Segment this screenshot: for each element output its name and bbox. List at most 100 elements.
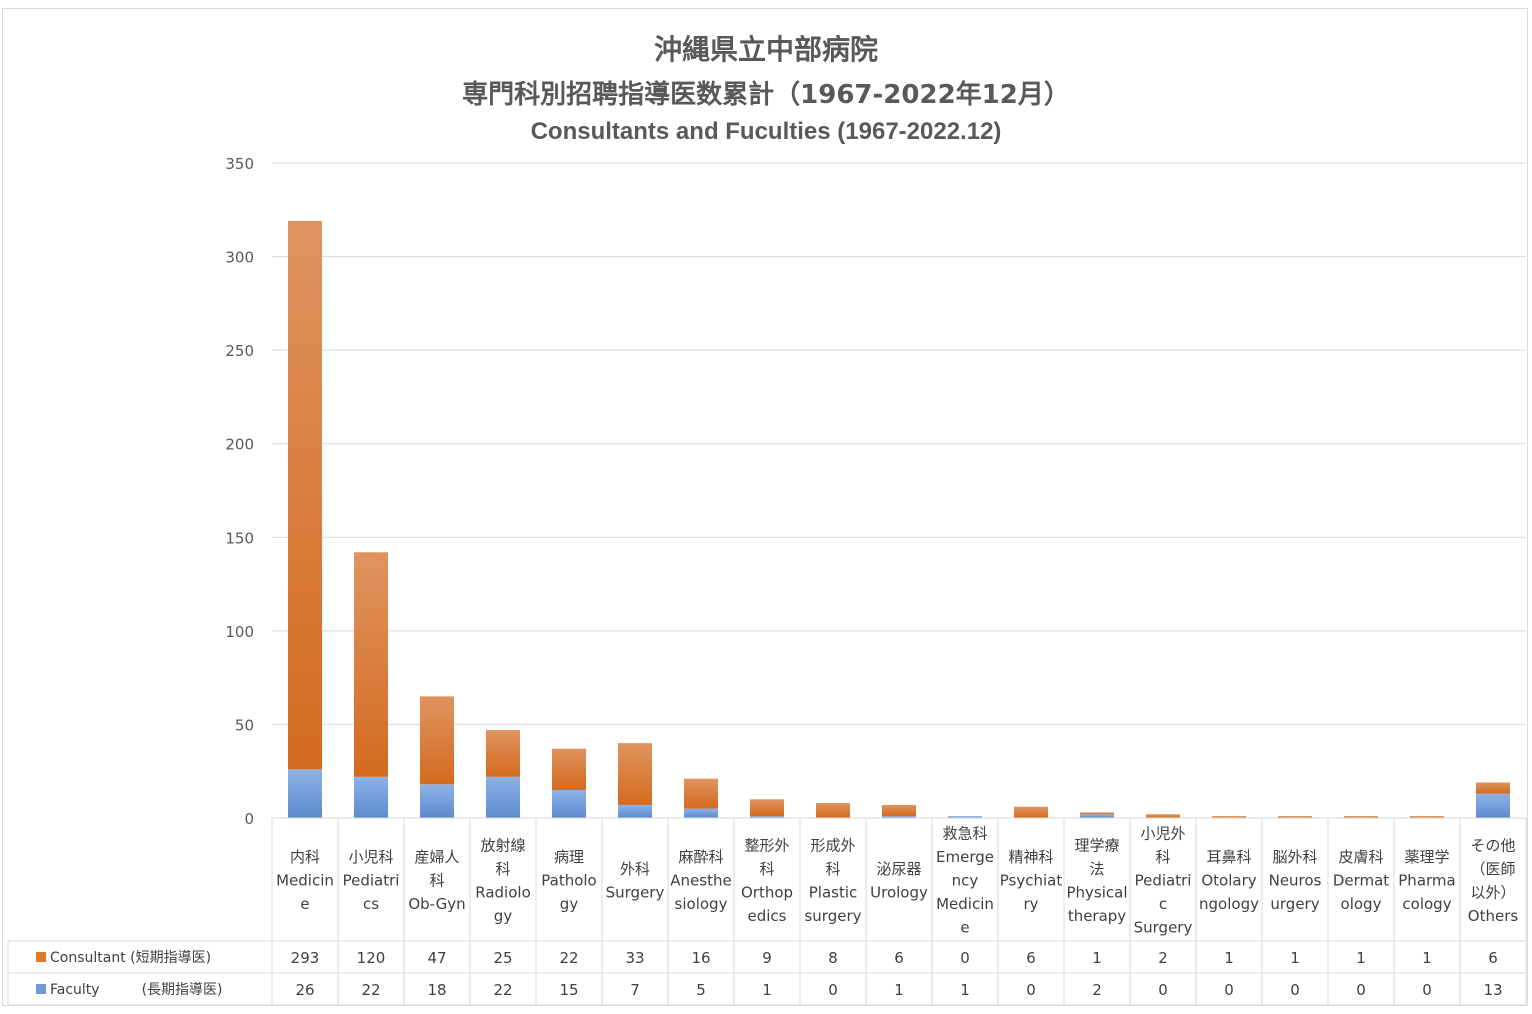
category-label: gy [560, 895, 579, 913]
table-value-consultant: 1 [1224, 949, 1234, 967]
y-tick-label: 50 [235, 716, 254, 734]
category-label: gy [494, 907, 513, 925]
category-label: Orthop [741, 883, 793, 901]
bar-faculty [750, 816, 784, 818]
table-value-consultant: 293 [291, 949, 320, 967]
bar-consultant [1014, 806, 1048, 818]
table-value-faculty: 22 [493, 981, 512, 999]
category-label: Radiolo [475, 883, 531, 901]
category-label: Surgery [606, 883, 665, 901]
category-label: ology [1341, 895, 1382, 913]
category-label: ncy [952, 872, 979, 890]
bar-consultant [354, 552, 388, 777]
bar-faculty [1476, 793, 1510, 818]
bar-faculty [288, 769, 322, 818]
category-label: e [960, 919, 969, 937]
category-label: Psychiat [1000, 872, 1063, 890]
category-label: Medicin [936, 895, 994, 913]
category-label: 整形外 [744, 836, 789, 854]
category-label: 科 [1155, 848, 1170, 866]
bar-consultant [486, 730, 520, 777]
category-label: Pediatri [343, 872, 400, 890]
category-label: siology [675, 895, 728, 913]
category-label: 産婦人 [414, 848, 459, 866]
bar-consultant [552, 748, 586, 790]
category-label: Anesthe [670, 872, 731, 890]
category-label: 精神科 [1008, 848, 1053, 866]
table-value-faculty: 0 [1158, 981, 1168, 999]
category-label: ry [1023, 895, 1038, 913]
category-label: Emerge [936, 848, 994, 866]
category-label: Dermat [1333, 872, 1389, 890]
category-label: Pediatri [1135, 872, 1192, 890]
category-label: c [1159, 895, 1167, 913]
table-value-consultant: 6 [1026, 949, 1036, 967]
table-value-faculty: 15 [559, 981, 578, 999]
category-label: 病理 [554, 848, 584, 866]
table-value-consultant: 33 [625, 949, 644, 967]
category-label: Others [1468, 907, 1519, 925]
category-label: 科 [825, 860, 840, 878]
table-value-consultant: 22 [559, 949, 578, 967]
table-value-consultant: 9 [762, 949, 772, 967]
bar-faculty [486, 776, 520, 818]
chart-title-line-2: 専門科別招聘指導医数累計（1967-2022年12月） [462, 80, 1070, 110]
category-label: Otolary [1201, 872, 1256, 890]
category-label: 内科 [290, 848, 320, 866]
category-label: ngology [1199, 895, 1259, 913]
table-value-consultant: 1 [1092, 949, 1102, 967]
bar-faculty [882, 816, 916, 818]
y-tick-label: 250 [225, 342, 254, 360]
category-label: 法 [1089, 860, 1104, 878]
category-label: 救急科 [942, 825, 987, 843]
category-label: Plastic [809, 883, 858, 901]
bar-faculty [618, 804, 652, 818]
table-value-faculty: 0 [1224, 981, 1234, 999]
bar-faculty [420, 784, 454, 818]
table-value-faculty: 2 [1092, 981, 1102, 999]
bar-consultant [684, 778, 718, 809]
category-label: 外科 [620, 860, 650, 878]
table-value-consultant: 8 [828, 949, 838, 967]
table-value-faculty: 1 [894, 981, 904, 999]
table-value-consultant: 0 [960, 949, 970, 967]
bar-consultant [1344, 816, 1378, 818]
category-label: 放射線 [480, 836, 525, 854]
y-tick-label: 100 [225, 623, 254, 641]
category-label: その他 [1470, 836, 1515, 854]
table-value-consultant: 6 [1488, 949, 1498, 967]
table-value-faculty: 1 [762, 981, 772, 999]
category-label: cology [1402, 895, 1451, 913]
table-value-faculty: 18 [427, 981, 446, 999]
category-label: Neuros [1269, 872, 1322, 890]
y-tick-label: 0 [244, 810, 254, 828]
table-value-consultant: 6 [894, 949, 904, 967]
table-value-consultant: 16 [691, 949, 710, 967]
bar-consultant [882, 804, 916, 817]
legend-swatch-faculty [36, 984, 46, 994]
category-label: 以外） [1470, 883, 1515, 901]
category-label: 小児外 [1140, 825, 1185, 843]
category-label: 耳鼻科 [1206, 848, 1251, 866]
bar-consultant [618, 743, 652, 805]
bar-consultant [288, 221, 322, 770]
category-label: e [300, 895, 309, 913]
bar-consultant [1212, 816, 1246, 818]
category-label: Physical [1066, 883, 1127, 901]
bar-faculty [684, 808, 718, 818]
category-label: surgery [804, 907, 861, 925]
category-label: 小児科 [348, 848, 393, 866]
chart-title-line-1: 沖縄県立中部病院 [653, 33, 878, 66]
category-label: Pharma [1398, 872, 1455, 890]
bar-faculty [354, 776, 388, 818]
category-label: 形成外 [810, 836, 855, 854]
category-label: Ob-Gyn [408, 895, 465, 913]
y-tick-label: 150 [225, 529, 254, 547]
table-value-consultant: 47 [427, 949, 446, 967]
bar-faculty [948, 816, 982, 818]
category-label: cs [363, 895, 379, 913]
table-value-faculty: 13 [1483, 981, 1502, 999]
table-value-consultant: 1 [1290, 949, 1300, 967]
category-label: Patholo [541, 872, 596, 890]
